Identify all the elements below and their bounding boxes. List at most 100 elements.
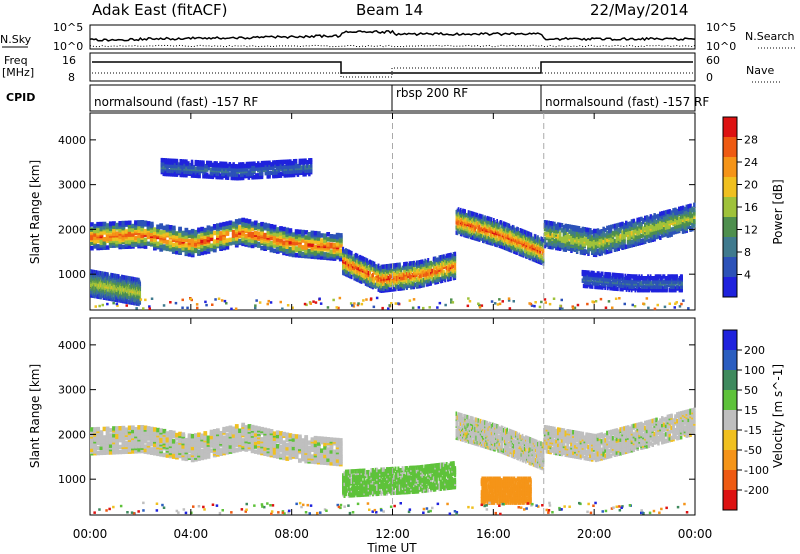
data-cell (159, 230, 164, 235)
data-cell (274, 168, 277, 174)
data-cell (549, 238, 552, 243)
data-cell (215, 161, 218, 166)
data-cell (645, 223, 649, 229)
data-cell (632, 234, 636, 239)
data-cell (424, 262, 427, 267)
data-cell (421, 273, 424, 278)
data-cell (279, 159, 283, 165)
data-cell (366, 282, 369, 287)
data-cell (449, 271, 452, 276)
data-cell (90, 240, 94, 246)
data-cell (449, 252, 452, 258)
data-cell (255, 163, 258, 168)
data-cell (185, 159, 188, 164)
data-cell (124, 275, 126, 280)
data-cell (421, 259, 424, 264)
data-cell (288, 252, 293, 257)
data-cell (434, 273, 437, 278)
data-cell (383, 264, 386, 269)
data-cell (367, 270, 370, 276)
data-cell (397, 284, 400, 290)
data-cell (124, 229, 129, 234)
data-cell (397, 262, 400, 268)
data-cell (119, 298, 121, 303)
data-cell (400, 276, 403, 281)
data-cell (613, 239, 617, 244)
data-cell (294, 162, 298, 167)
data-cell (496, 219, 498, 224)
data-cell (466, 220, 469, 225)
data-cell (127, 223, 132, 229)
nsky-tick-bottom: 10^0 (53, 40, 83, 53)
data-cell (560, 228, 564, 233)
data-cell (442, 257, 445, 263)
data-cell (644, 222, 647, 227)
data-cell (493, 236, 495, 242)
data-cell (374, 275, 377, 281)
data-cell (611, 224, 615, 229)
data-cell (676, 208, 679, 214)
data-cell (490, 232, 493, 238)
data-cell (488, 220, 491, 225)
data-cell (498, 221, 501, 226)
data-cell (511, 231, 514, 237)
data-cell (432, 277, 435, 282)
data-cell (403, 284, 406, 289)
data-cell (287, 173, 290, 178)
data-cell (264, 164, 268, 169)
data-cell (384, 264, 387, 269)
data-cell (468, 210, 471, 216)
data-cell (119, 284, 121, 290)
data-cell (664, 210, 668, 215)
data-cell (651, 227, 654, 232)
data-cell (591, 230, 594, 235)
data-cell (384, 274, 387, 279)
data-cell (268, 160, 271, 165)
data-cell (178, 236, 182, 242)
data-cell (606, 225, 609, 231)
data-cell (664, 228, 668, 234)
data-cell (444, 259, 447, 264)
data-cell (427, 268, 430, 273)
data-cell (168, 231, 173, 237)
data-cell (555, 228, 558, 234)
data-cell (127, 235, 132, 241)
data-cell (678, 227, 681, 232)
data-cell (356, 253, 359, 259)
data-cell (166, 163, 169, 168)
data-cell (543, 226, 547, 232)
cpid-segment-3: normalsound (fast) -157 RF (545, 95, 709, 109)
data-cell (623, 222, 626, 228)
data-cell (679, 206, 683, 211)
data-cell (279, 238, 283, 243)
data-cell (332, 234, 337, 239)
data-cell (283, 173, 286, 178)
data-cell (294, 169, 298, 174)
data-cell (162, 244, 167, 249)
data-cell (543, 231, 547, 237)
data-cell (536, 236, 538, 241)
data-cell (511, 224, 514, 230)
data-cell (202, 174, 205, 179)
data-cell (125, 275, 128, 281)
data-cell (146, 241, 151, 246)
data-cell (623, 233, 626, 238)
data-cell (514, 249, 516, 255)
data-cell (545, 220, 549, 225)
data-cell (344, 260, 347, 265)
data-cell (105, 275, 107, 280)
data-cell (485, 234, 487, 239)
data-cell (343, 256, 346, 261)
data-cell (689, 225, 692, 231)
data-cell (346, 262, 349, 267)
data-cell (209, 226, 214, 231)
data-cell (112, 221, 116, 226)
data-cell (118, 238, 123, 243)
data-cell (448, 266, 451, 272)
data-cell (437, 264, 440, 269)
data-cell (558, 236, 562, 241)
data-cell (156, 224, 160, 229)
data-cell (441, 278, 444, 283)
data-cell (92, 288, 94, 293)
data-cell (381, 273, 384, 278)
